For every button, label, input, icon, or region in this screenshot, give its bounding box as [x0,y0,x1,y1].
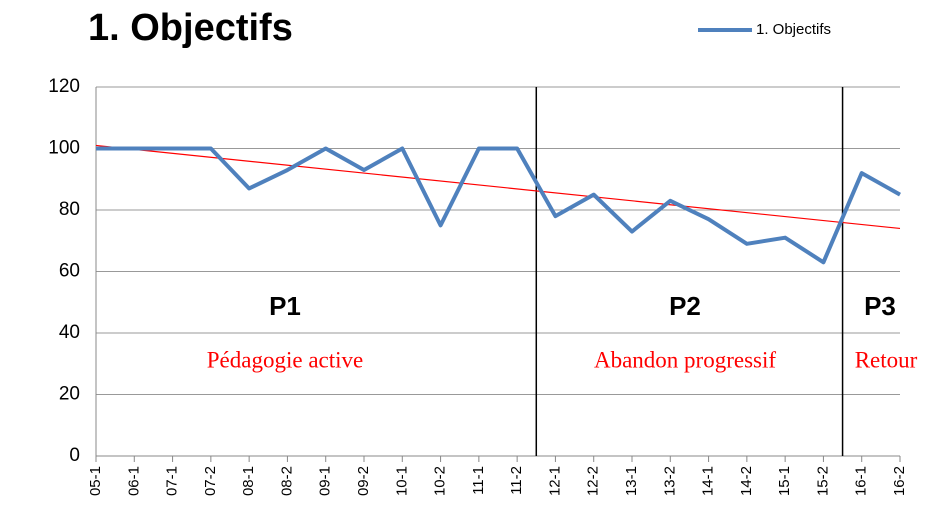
x-tick-label: 09-1 [317,466,334,496]
x-tick-label: 15-2 [814,466,831,496]
trendline [95,144,901,230]
y-tick-label: 80 [59,199,80,220]
period-description: Pédagogie active [207,347,363,372]
x-tick-label: 08-1 [240,466,257,496]
x-tick-label: 12-1 [546,466,563,496]
y-tick-label: 60 [59,261,80,282]
x-tick-label: 09-2 [355,466,372,496]
x-tick-label: 06-1 [125,466,142,496]
period-description: Abandon progressif [594,347,776,372]
period-label: P2 [669,291,701,321]
y-tick-label: 40 [59,322,80,343]
chart-title: 1. Objectifs [88,7,293,49]
series-line [96,146,901,265]
y-tick-label: 0 [69,445,80,466]
legend-label: 1. Objectifs [756,21,831,38]
x-tick-label: 16-1 [853,466,870,496]
x-tick-label: 10-2 [432,466,449,496]
x-tick-label: 10-1 [393,466,410,496]
x-tick-label: 11-2 [508,466,525,495]
x-tick-label: 14-1 [700,466,717,496]
x-tick-label: 07-1 [164,466,181,496]
x-tick-label: 13-2 [661,466,678,496]
period-description: Retour [855,347,918,372]
period-label: P3 [864,291,896,321]
x-tick-label: 13-1 [623,466,640,496]
x-tick-label: 14-2 [738,466,755,496]
plot: 0 20 40 60 80 100 120 05-1 06-1 07-1 07-2 08-1 08-2 0… [48,21,908,496]
x-tick-label: 08-2 [278,466,295,496]
y-tick-label: 120 [48,76,80,97]
x-tick-label: 16-2 [891,466,908,496]
x-tick-label: 15-1 [776,466,793,496]
y-tick-label: 20 [59,384,80,405]
x-tick-label: 07-2 [202,466,219,496]
period-label: P1 [269,291,301,321]
x-tick-label: 05-1 [87,466,104,496]
y-tick-label: 100 [48,138,80,159]
x-tick-label: 12-2 [585,466,602,496]
x-tick-label: 11-1 [470,466,487,495]
